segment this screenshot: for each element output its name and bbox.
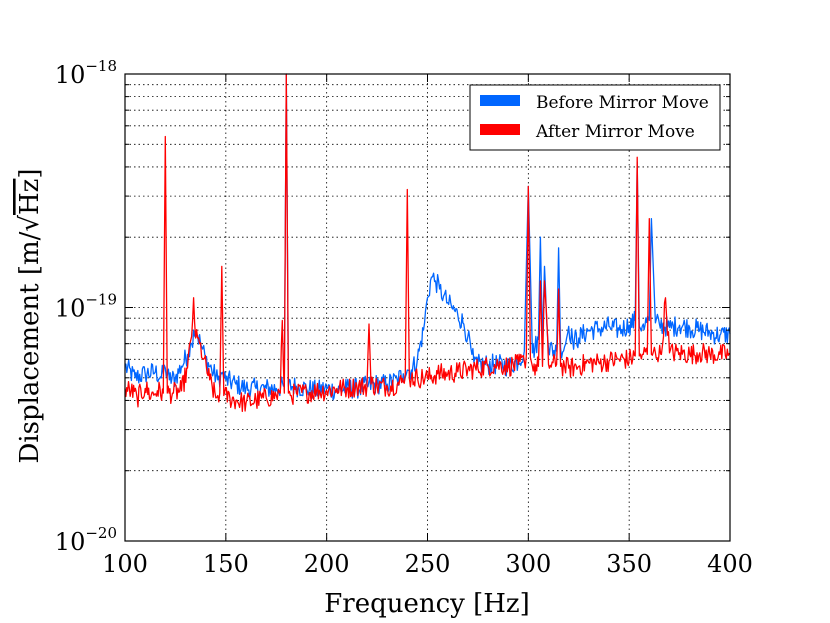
tick-label-layer: 100 150 200 250 300 350 400 10−20 10−19 10−18 [55,57,753,578]
y-axis-label-close: ] [15,168,45,178]
series-line-after [124,73,731,413]
plot-frame [124,73,731,542]
y-axis-label-radical: √ [15,215,45,232]
legend-swatch-before [480,95,520,106]
plot-area [124,73,731,413]
x-tick-label: 250 [405,550,451,578]
legend-label-after: After Mirror Move [535,122,695,142]
y-tick-label: 10−20 [55,524,117,556]
legend: Before Mirror Move After Mirror Move [469,84,721,151]
x-tick-label: 300 [505,550,551,578]
y-axis-label-radicand: Hz [15,179,45,215]
legend-swatch-after [480,124,520,135]
y-axis-label-main: Displacement [m/ [15,231,45,463]
y-tick-label: 10−19 [55,291,117,323]
series-line-before [124,73,731,401]
x-tick-label: 350 [606,550,652,578]
y-axis-label: Displacement [m/√Hz] [15,168,45,463]
x-tick-label: 100 [102,550,148,578]
legend-label-before: Before Mirror Move [536,93,709,113]
x-axis-label: Frequency [Hz] [324,589,530,619]
x-tick-label: 150 [203,550,249,578]
x-tick-label: 400 [707,550,753,578]
svg-text:Displacement [m/√Hz]: Displacement [m/√Hz] [15,168,45,463]
x-tick-label: 200 [304,550,350,578]
y-tick-label: 10−18 [55,57,117,89]
